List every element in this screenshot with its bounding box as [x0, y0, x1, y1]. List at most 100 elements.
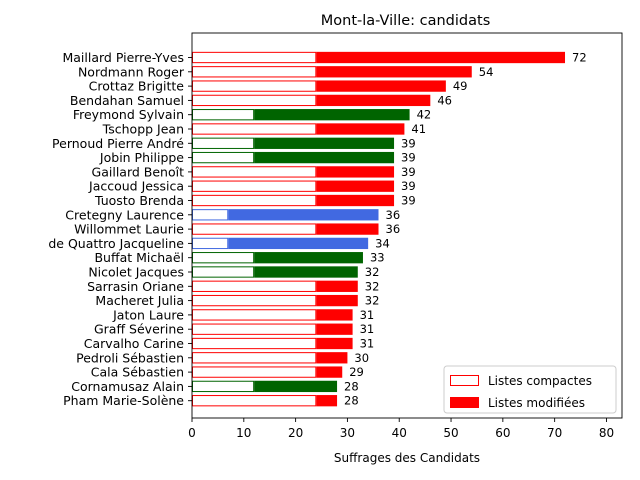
legend-label-modified: Listes modifiées	[488, 396, 585, 410]
x-tick-label: 60	[495, 426, 510, 440]
bar-modified	[316, 223, 379, 235]
bar-value-label: 32	[365, 265, 380, 279]
candidate-name-label: Crottaz Brigitte	[89, 79, 185, 94]
bar-compact	[192, 237, 229, 250]
bar-value-label: 29	[349, 365, 364, 379]
candidate-name-label: Graff Séverine	[94, 322, 184, 337]
legend: Listes compactes Listes modifiées	[443, 365, 617, 414]
x-tick-label: 30	[340, 426, 355, 440]
candidate-name-label: Freymond Sylvain	[73, 107, 184, 122]
bar-compact	[192, 194, 317, 207]
legend-frame	[443, 365, 617, 414]
candidate-name-label: Pernoud Pierre André	[52, 136, 184, 151]
bars-group: 7254494642413939393939363634333232323131…	[192, 51, 587, 408]
bar-modified	[316, 309, 353, 321]
bar-modified	[228, 209, 379, 221]
bar-modified	[316, 94, 431, 107]
bar-modified	[316, 395, 338, 407]
legend-swatch-compact	[450, 375, 479, 386]
legend-swatch-modified	[450, 397, 479, 408]
bar-compact	[192, 223, 317, 235]
bar-value-label: 42	[417, 108, 432, 122]
bar-value-label: 39	[401, 151, 416, 165]
candidate-name-label: Maillard Pierre-Yves	[62, 50, 184, 65]
bar-compact	[192, 366, 317, 378]
bar-value-label: 28	[344, 394, 359, 408]
bar-modified	[316, 66, 472, 78]
candidate-name-label: Gaillard Benoît	[92, 164, 185, 179]
chart-title: Mont-la-Ville: candidats	[321, 13, 491, 29]
bar-compact	[192, 80, 317, 92]
bar-value-label: 28	[344, 379, 359, 393]
bar-compact	[192, 94, 317, 107]
candidate-name-label: Bendahan Samuel	[70, 93, 184, 108]
bar-value-label: 31	[360, 308, 375, 322]
bar-modified	[228, 237, 369, 250]
candidate-name-label: Jobin Philippe	[99, 150, 184, 165]
bar-value-label: 49	[453, 79, 468, 93]
candidate-name-label: Cala Sébastien	[91, 365, 184, 380]
candidate-name-label: Buffat Michaël	[94, 250, 184, 265]
bar-value-label: 36	[386, 222, 401, 236]
bar-compact	[192, 380, 255, 393]
bar-modified	[254, 151, 395, 164]
candidate-name-label: Nordmann Roger	[78, 64, 185, 79]
candidate-name-label: Tschopp Jean	[102, 122, 184, 137]
plot-frame	[191, 32, 623, 419]
bar-modified	[254, 109, 410, 121]
bar-modified	[316, 80, 446, 92]
bar-value-label: 39	[401, 179, 416, 193]
bar-modified	[316, 337, 353, 350]
bar-modified	[254, 137, 395, 149]
bar-compact	[192, 166, 317, 178]
x-tick-label: 10	[236, 426, 251, 440]
bar-modified	[316, 280, 358, 292]
candidate-name-label: Cornamusaz Alain	[71, 379, 184, 394]
bar-value-label: 32	[365, 294, 380, 308]
bar-modified	[254, 252, 363, 264]
bar-modified	[316, 323, 353, 335]
bar-compact	[192, 66, 317, 78]
candidate-name-label: Cretegny Laurence	[65, 207, 184, 222]
candidate-name-label: de Quattro Jacqueline	[48, 236, 184, 251]
bar-value-label: 39	[401, 194, 416, 208]
bar-compact	[192, 209, 229, 221]
candidate-name-label: Nicolet Jacques	[88, 265, 184, 280]
bar-value-label: 30	[354, 351, 369, 365]
candidate-name-label: Tuosto Brenda	[94, 193, 184, 208]
bar-modified	[316, 123, 405, 135]
x-tick-label: 40	[392, 426, 407, 440]
x-tick-label: 20	[288, 426, 303, 440]
candidate-name-label: Macheret Julia	[95, 293, 184, 308]
bar-value-label: 33	[370, 251, 385, 265]
candidate-name-label: Carvalho Carine	[84, 336, 185, 351]
bar-value-label: 46	[437, 93, 452, 107]
x-ticks: 0 10 20 30 40 50 60 70 80	[188, 418, 614, 440]
x-tick-label: 0	[188, 426, 196, 440]
x-axis-label: Suffrages des Candidats	[334, 451, 480, 465]
bar-compact	[192, 137, 255, 149]
bar-value-label: 41	[411, 122, 426, 136]
bar-compact	[192, 395, 317, 407]
bar-compact	[192, 123, 317, 135]
bar-compact	[192, 252, 255, 264]
bar-value-label: 39	[401, 165, 416, 179]
bar-modified	[316, 352, 348, 364]
candidate-name-label: Jaccoud Jessica	[88, 179, 184, 194]
bar-value-label: 32	[365, 279, 380, 293]
bar-compact	[192, 337, 317, 350]
bar-modified	[254, 380, 338, 393]
bar-value-label: 39	[401, 136, 416, 150]
bar-modified	[316, 194, 395, 207]
bar-modified	[316, 180, 395, 192]
bar-compact	[192, 309, 317, 321]
x-tick-label: 70	[547, 426, 562, 440]
bar-compact	[192, 266, 255, 278]
bar-compact	[192, 51, 317, 64]
bar-value-label: 31	[360, 337, 375, 351]
bar-value-label: 31	[360, 322, 375, 336]
bar-value-label: 72	[572, 51, 587, 65]
candidate-name-label: Pham Marie-Solène	[63, 393, 184, 408]
